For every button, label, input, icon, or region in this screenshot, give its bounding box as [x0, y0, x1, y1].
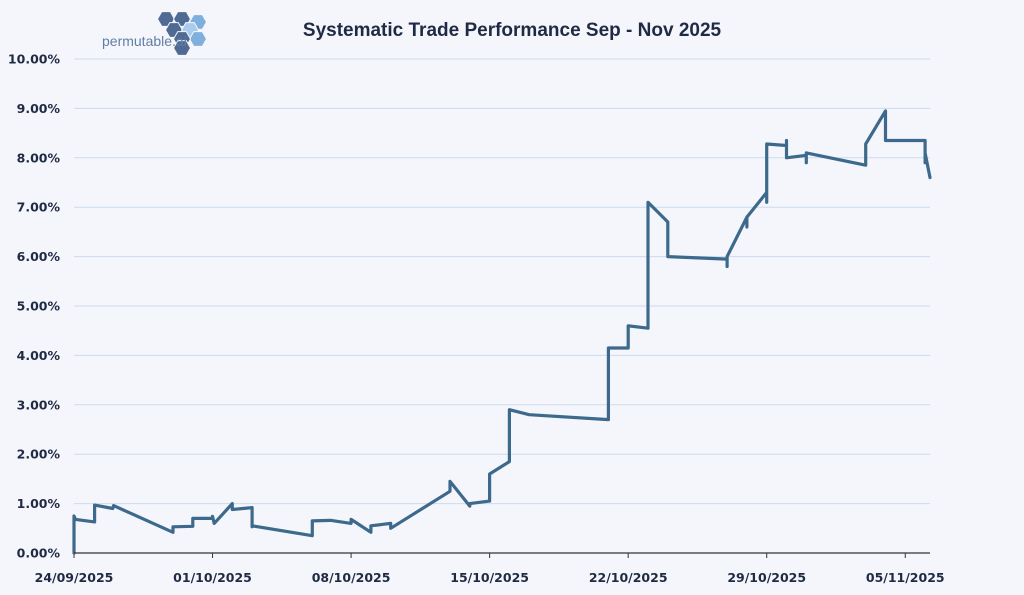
grid-lines	[74, 58, 930, 505]
x-tick-label: 15/10/2025	[450, 570, 529, 585]
x-tick-label: 24/09/2025	[35, 570, 114, 585]
logo-hex-5	[188, 31, 208, 47]
y-tick-label: 10.00%	[8, 52, 61, 67]
y-tick-label: 8.00%	[17, 150, 61, 165]
y-tick-label: 0.00%	[17, 546, 61, 561]
y-tick-label: 3.00%	[17, 397, 61, 412]
y-axis-ticks: 0.00% 1.00% 2.00% 3.00% 4.00% 5.00% 6.00% 7.00%…	[8, 52, 61, 561]
logo-hex-7	[172, 40, 192, 56]
x-tick-label: 05/11/2025	[866, 570, 945, 585]
x-tick-label: 08/10/2025	[312, 570, 391, 585]
logo: permutable.ai	[102, 11, 208, 56]
y-tick-label: 4.00%	[17, 348, 61, 363]
x-tick-label: 01/10/2025	[173, 570, 252, 585]
logo-text: permutable.ai	[102, 33, 187, 49]
logo-hex-icon	[156, 11, 208, 56]
y-tick-label: 1.00%	[17, 496, 61, 511]
y-tick-label: 2.00%	[17, 447, 61, 462]
series-line	[72, 109, 932, 555]
y-tick-label: 9.00%	[17, 101, 61, 116]
y-tick-label: 7.00%	[17, 200, 61, 215]
x-tick-label: 29/10/2025	[727, 570, 806, 585]
chart-title: Systematic Trade Performance Sep - Nov 2…	[303, 20, 722, 41]
x-tick-label: 22/10/2025	[589, 570, 668, 585]
y-tick-label: 6.00%	[17, 249, 61, 264]
series-group	[72, 109, 932, 555]
y-tick-label: 5.00%	[17, 299, 61, 314]
x-axis-ticks: 24/09/2025 01/10/2025 08/10/2025 15/10/2025…	[35, 553, 945, 585]
